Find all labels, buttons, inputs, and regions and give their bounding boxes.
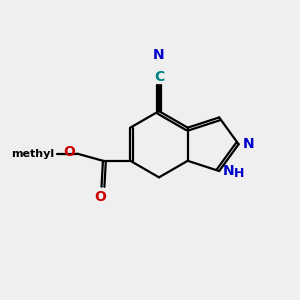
Text: H: H [234, 167, 244, 180]
Text: O: O [64, 145, 76, 159]
Text: N: N [153, 48, 165, 62]
Text: O: O [94, 190, 106, 204]
Text: N: N [223, 164, 234, 178]
Text: methyl: methyl [11, 148, 54, 159]
Text: C: C [154, 70, 164, 84]
Text: N: N [242, 137, 254, 151]
